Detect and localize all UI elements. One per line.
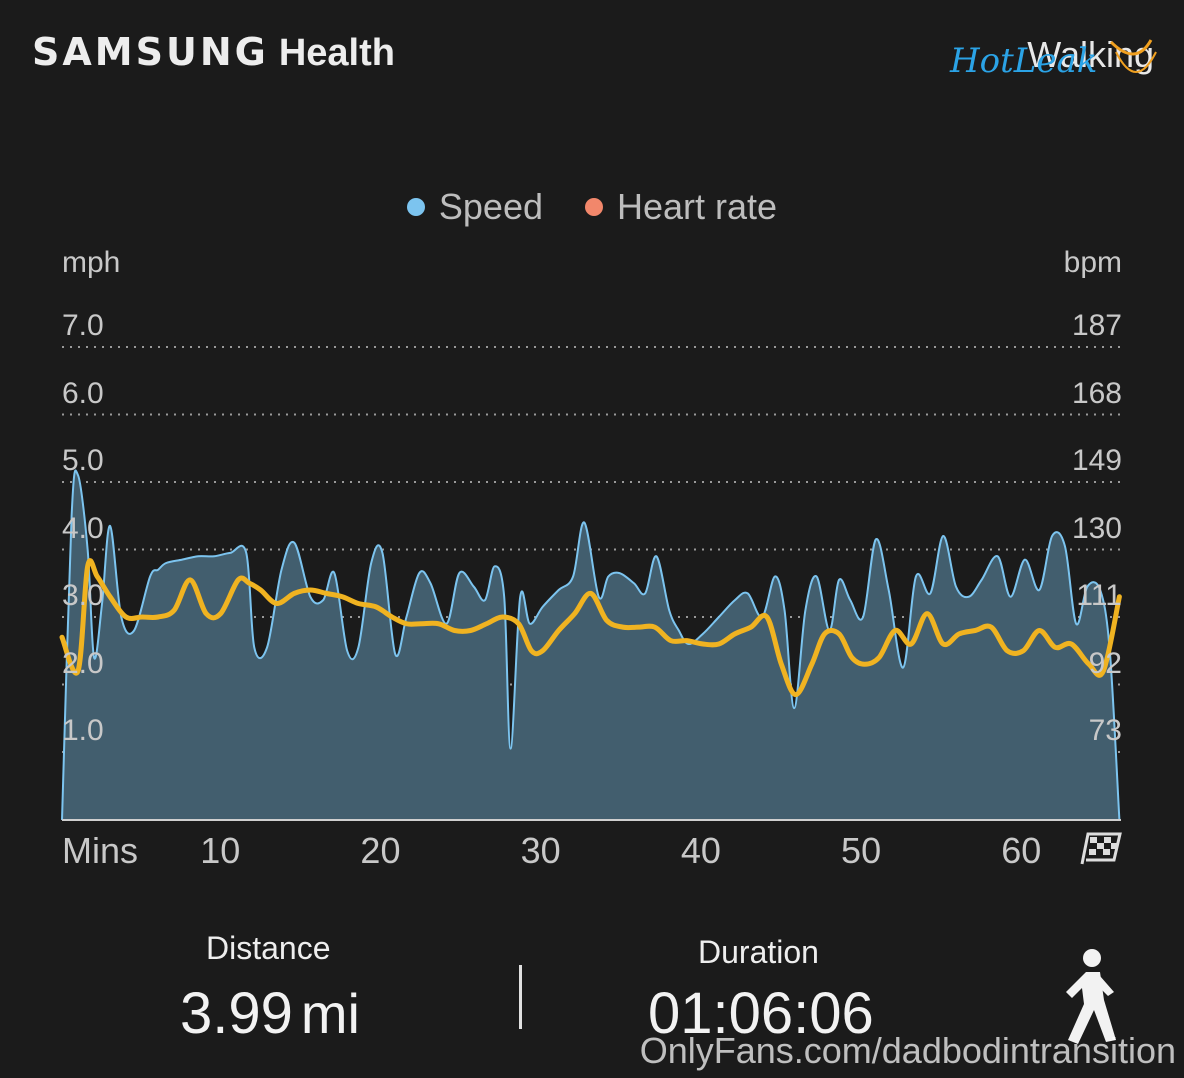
brand-samsung: SAMSUNG — [32, 30, 269, 74]
right-axis-tick: 111 — [1076, 579, 1122, 612]
right-axis-tick: 130 — [1071, 511, 1122, 545]
left-axis-tick: 6.0 — [62, 376, 104, 410]
distance-number: 3.99 — [180, 981, 293, 1046]
left-axis-unit: mph — [62, 246, 121, 279]
x-axis-tick: 40 — [680, 830, 721, 871]
duration-value: 01:06:06 — [648, 981, 874, 1046]
watermark-text: OnlyFans.com/dadbodintransition — [639, 1030, 1176, 1071]
left-axis-tick: 2.0 — [62, 646, 104, 680]
right-axis-tick: 149 — [1071, 444, 1122, 477]
right-axis-tick: 168 — [1071, 376, 1122, 410]
speed-area — [62, 470, 1120, 820]
speed-line — [61, 469, 1121, 821]
watermark-logo: HotLeak — [949, 39, 1157, 81]
legend-speed-label: Speed — [438, 186, 543, 227]
duration-label: Duration — [698, 934, 819, 970]
brand-health: Health — [278, 32, 395, 74]
walking-person-icon — [1066, 949, 1116, 1044]
x-axis-tick: 50 — [841, 830, 882, 871]
chart-legend: Speed Heart rate — [0, 186, 1184, 228]
left-axis-tick: 4.0 — [62, 511, 104, 545]
right-axis-tick: 187 — [1071, 309, 1122, 342]
app-brand: SAMSUNG Health — [32, 30, 395, 75]
watermark-logo-text: HotLeak — [949, 41, 1097, 81]
x-axis-tick: 60 — [1001, 830, 1042, 871]
heart-rate-line — [59, 558, 1122, 698]
distance-value: 3.99 mi — [180, 980, 360, 1047]
x-axis-tick: 20 — [360, 830, 401, 871]
legend-heart-rate-dot — [585, 198, 604, 217]
legend-heart-rate-label: Heart rate — [617, 186, 778, 227]
legend-speed-dot — [406, 198, 425, 217]
left-axis-tick: 3.0 — [62, 579, 104, 612]
distance-unit: mi — [300, 982, 360, 1045]
stats-divider — [519, 965, 522, 1029]
legend-heart-rate[interactable]: Heart rate — [585, 186, 777, 228]
left-axis-tick: 5.0 — [62, 444, 104, 477]
right-axis-tick: 73 — [1088, 714, 1122, 747]
checkered-flag-icon — [1080, 832, 1122, 865]
x-axis-tick: 10 — [200, 830, 241, 871]
right-axis-unit: bpm — [1063, 246, 1122, 279]
legend-speed[interactable]: Speed — [406, 186, 543, 228]
left-axis-tick: 1.0 — [62, 714, 104, 747]
workout-chart[interactable] — [0, 0, 1184, 880]
distance-label: Distance — [206, 930, 331, 966]
x-axis-tick: 30 — [520, 830, 561, 871]
right-axis-tick: 92 — [1088, 646, 1122, 680]
left-axis-tick: 7.0 — [62, 309, 104, 342]
x-axis-unit: Mins — [62, 830, 139, 871]
